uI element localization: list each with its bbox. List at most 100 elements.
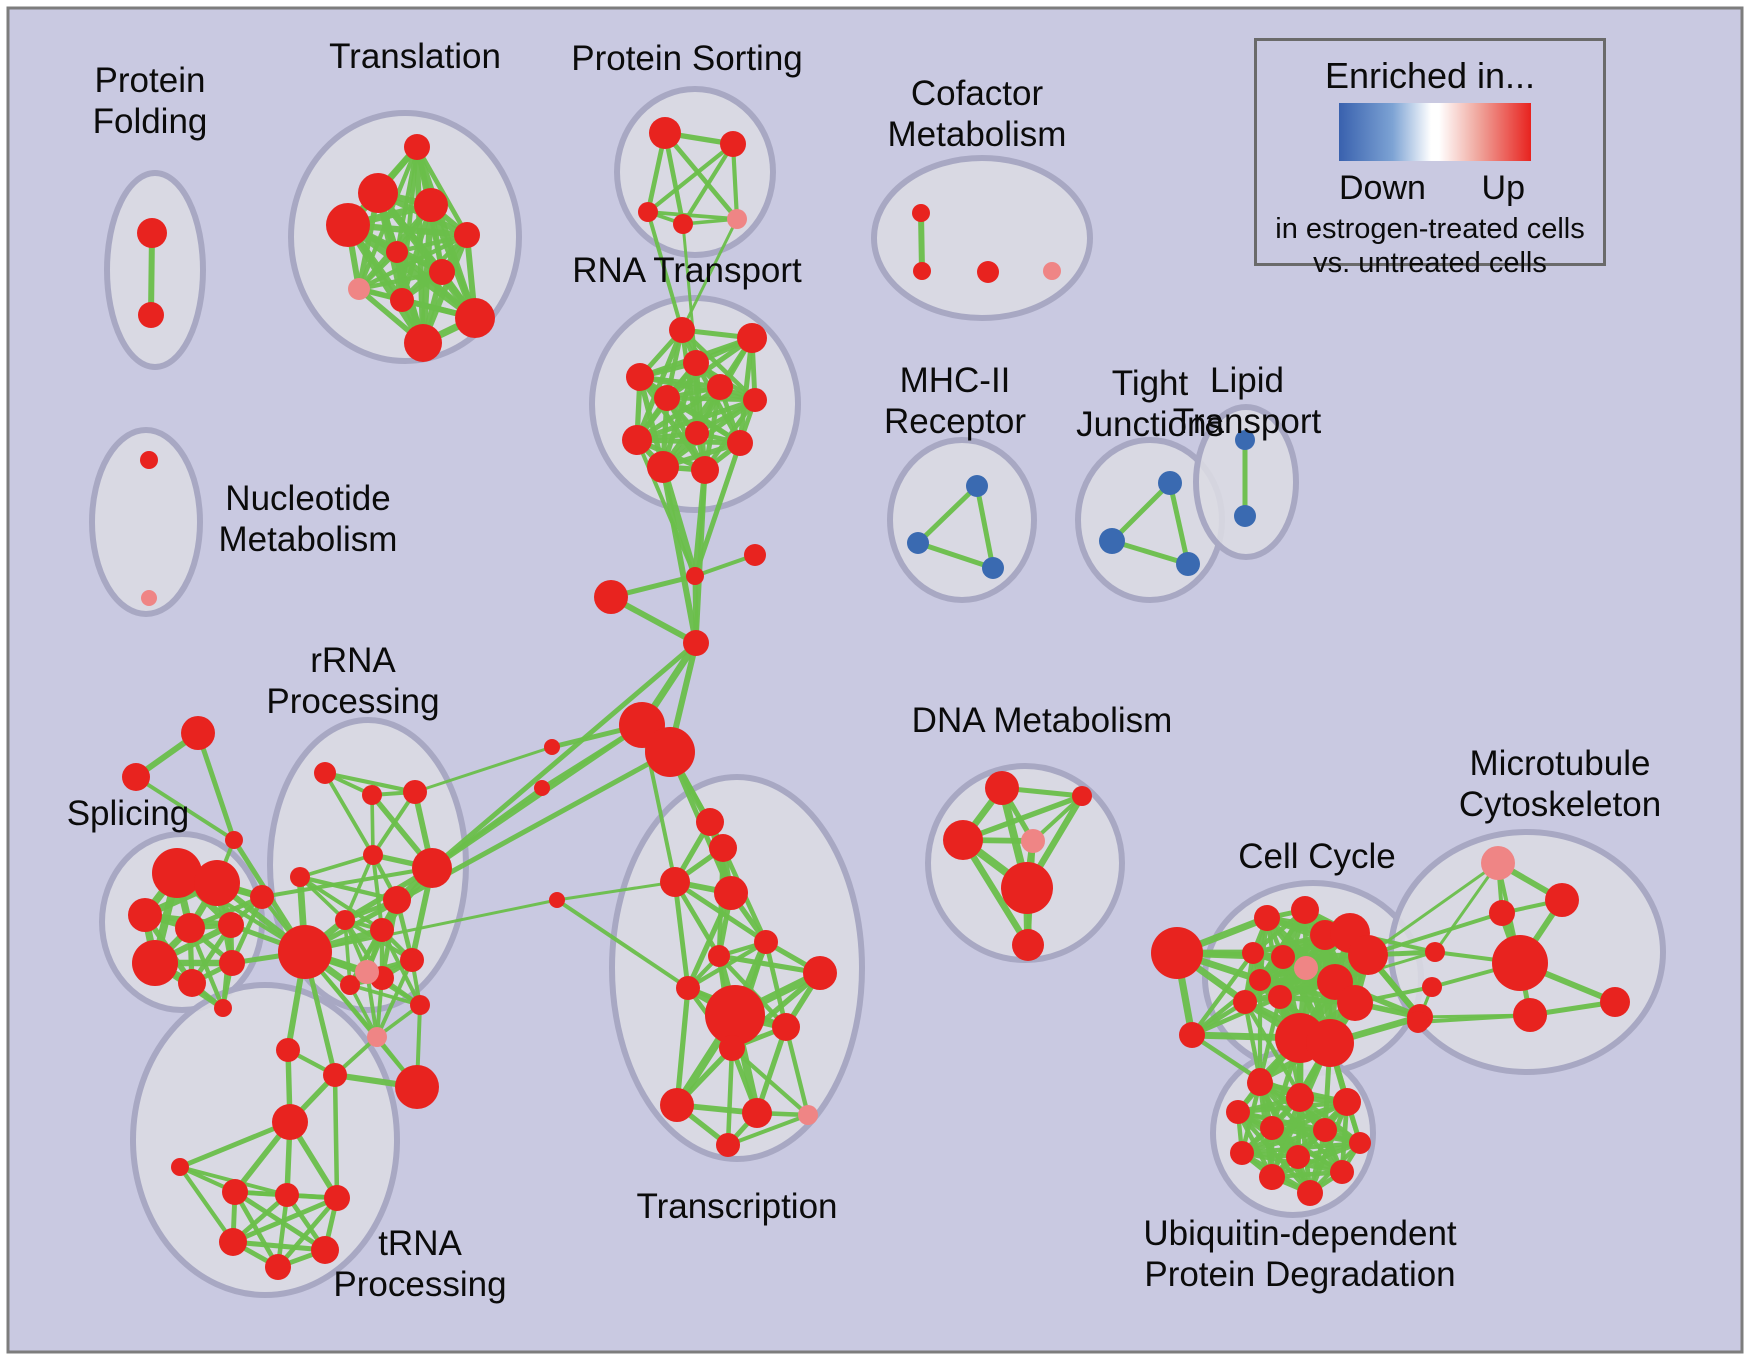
gene-set-node-cc10[interactable]	[1249, 969, 1271, 991]
gene-set-node-cn2[interactable]	[594, 580, 628, 614]
gene-set-node-ub0[interactable]	[1247, 1070, 1273, 1096]
gene-set-node-nm0[interactable]	[140, 451, 158, 469]
gene-set-node-rr4[interactable]	[290, 867, 310, 887]
gene-set-node-ub1[interactable]	[1286, 1084, 1314, 1112]
gene-set-node-rr2[interactable]	[403, 780, 427, 804]
gene-set-node-mt8[interactable]	[1600, 987, 1630, 1017]
gene-set-node-rr14[interactable]	[367, 1027, 387, 1047]
gene-set-node-tx6[interactable]	[676, 976, 700, 1000]
gene-set-node-rt7[interactable]	[685, 421, 709, 445]
gene-set-node-tr1[interactable]	[358, 173, 398, 213]
gene-set-node-mt5[interactable]	[1422, 977, 1442, 997]
gene-set-node-tr5[interactable]	[386, 241, 408, 263]
gene-set-node-sp7[interactable]	[219, 950, 245, 976]
gene-set-node-tr10[interactable]	[404, 324, 442, 362]
gene-set-node-lt1[interactable]	[1234, 505, 1256, 527]
gene-set-node-cc0[interactable]	[1151, 927, 1203, 979]
gene-set-node-tn6[interactable]	[311, 1236, 339, 1264]
gene-set-node-nm1[interactable]	[141, 590, 157, 606]
gene-set-node-ub10[interactable]	[1330, 1160, 1354, 1184]
gene-set-node-tx2[interactable]	[660, 867, 690, 897]
gene-set-node-spx1[interactable]	[122, 763, 150, 791]
gene-set-node-rt5[interactable]	[654, 385, 680, 411]
gene-set-node-ub9[interactable]	[1259, 1164, 1285, 1190]
gene-set-node-tj2[interactable]	[1176, 552, 1200, 576]
gene-set-node-ub5[interactable]	[1313, 1118, 1337, 1142]
gene-set-node-cf2[interactable]	[977, 261, 999, 283]
gene-set-node-sp9[interactable]	[250, 885, 274, 909]
gene-set-node-ub11[interactable]	[1297, 1180, 1323, 1206]
gene-set-node-tn2[interactable]	[275, 1183, 299, 1207]
gene-set-node-cf1[interactable]	[913, 262, 931, 280]
gene-set-node-ub2[interactable]	[1333, 1088, 1361, 1116]
gene-set-node-spx2[interactable]	[225, 831, 243, 849]
gene-set-node-tr3[interactable]	[326, 203, 370, 247]
gene-set-node-ub3[interactable]	[1226, 1100, 1250, 1124]
gene-set-node-tn8[interactable]	[276, 1038, 300, 1062]
gene-set-node-tn0[interactable]	[272, 1104, 308, 1140]
gene-set-node-tx7[interactable]	[803, 956, 837, 990]
gene-set-node-sp6[interactable]	[178, 969, 206, 997]
gene-set-node-rt10[interactable]	[647, 451, 679, 483]
gene-set-node-cc1[interactable]	[1179, 1022, 1205, 1048]
gene-set-node-cc11[interactable]	[1233, 990, 1257, 1014]
gene-set-node-tr6[interactable]	[429, 259, 455, 285]
gene-set-node-tj1[interactable]	[1099, 528, 1125, 554]
gene-set-node-mh2[interactable]	[982, 557, 1004, 579]
gene-set-node-sp1[interactable]	[194, 860, 240, 906]
gene-set-node-tn10[interactable]	[395, 1065, 439, 1109]
gene-set-node-rr12[interactable]	[400, 948, 424, 972]
gene-set-node-mh0[interactable]	[966, 475, 988, 497]
gene-set-node-cc14[interactable]	[1337, 985, 1373, 1021]
gene-set-node-tr4[interactable]	[454, 222, 480, 248]
gene-set-node-sp8[interactable]	[214, 999, 232, 1017]
gene-set-node-cn0[interactable]	[686, 567, 704, 585]
gene-set-node-ps4[interactable]	[727, 209, 747, 229]
gene-set-node-cc5[interactable]	[1271, 945, 1295, 969]
gene-set-node-rt11[interactable]	[691, 456, 719, 484]
gene-set-node-tn4[interactable]	[219, 1228, 247, 1256]
gene-set-node-rr1[interactable]	[362, 785, 382, 805]
gene-set-node-cc8[interactable]	[1348, 935, 1388, 975]
gene-set-node-tx8[interactable]	[705, 985, 765, 1045]
gene-set-node-tn3[interactable]	[324, 1185, 350, 1211]
gene-set-node-pf1[interactable]	[138, 302, 164, 328]
gene-set-node-ps0[interactable]	[649, 117, 681, 149]
gene-set-node-tx14[interactable]	[716, 1133, 740, 1157]
gene-set-node-pf0[interactable]	[137, 218, 167, 248]
gene-set-node-mh1[interactable]	[907, 532, 929, 554]
gene-set-node-cn5[interactable]	[645, 727, 695, 777]
gene-set-node-tr8[interactable]	[390, 288, 414, 312]
gene-set-node-mt1[interactable]	[1545, 883, 1579, 917]
gene-set-node-cc2[interactable]	[1254, 905, 1280, 931]
gene-set-node-cn8[interactable]	[549, 892, 565, 908]
gene-set-node-rr3[interactable]	[363, 845, 383, 865]
gene-set-node-rt9[interactable]	[727, 430, 753, 456]
gene-set-node-ub8[interactable]	[1286, 1145, 1310, 1169]
gene-set-node-tr0[interactable]	[404, 134, 430, 160]
gene-set-node-rt0[interactable]	[669, 317, 695, 343]
gene-set-node-cn3[interactable]	[683, 630, 709, 656]
gene-set-node-cn1[interactable]	[744, 544, 766, 566]
gene-set-node-rr8[interactable]	[370, 918, 394, 942]
gene-set-node-dm2[interactable]	[943, 820, 983, 860]
gene-set-node-cc9[interactable]	[1294, 956, 1318, 980]
gene-set-node-rr13[interactable]	[355, 960, 379, 984]
gene-set-node-rr15[interactable]	[410, 995, 430, 1015]
gene-set-node-tx1[interactable]	[709, 834, 737, 862]
gene-set-node-rr10[interactable]	[340, 975, 360, 995]
gene-set-node-tn9[interactable]	[323, 1063, 347, 1087]
gene-set-node-tx13[interactable]	[798, 1105, 818, 1125]
gene-set-node-tx9[interactable]	[772, 1013, 800, 1041]
gene-set-node-tn1[interactable]	[222, 1179, 248, 1205]
gene-set-node-mt6[interactable]	[1407, 1011, 1429, 1033]
gene-set-node-tx12[interactable]	[742, 1098, 772, 1128]
gene-set-node-rt4[interactable]	[707, 374, 733, 400]
gene-set-node-cf0[interactable]	[912, 204, 930, 222]
gene-set-node-cc17[interactable]	[1306, 1019, 1354, 1067]
gene-set-node-dm1[interactable]	[1072, 786, 1092, 806]
gene-set-node-rr7[interactable]	[335, 910, 355, 930]
gene-set-node-dm3[interactable]	[1021, 829, 1045, 853]
gene-set-node-cc12[interactable]	[1268, 985, 1292, 1009]
gene-set-node-ub6[interactable]	[1349, 1132, 1371, 1154]
